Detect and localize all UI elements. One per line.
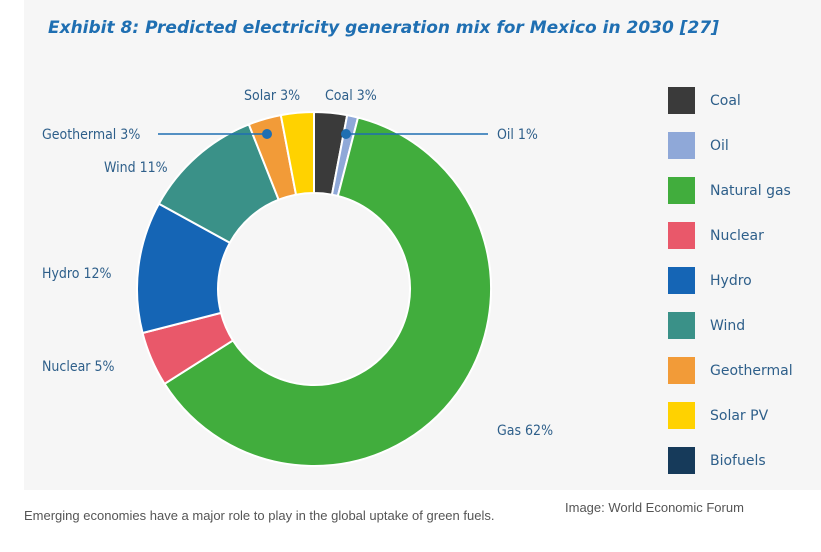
legend-label-solar-pv: Solar PV <box>710 407 769 424</box>
legend-label-wind: Wind <box>710 317 746 334</box>
chart-title: Exhibit 8: Predicted electricity generat… <box>48 18 719 38</box>
legend-swatch-biofuels <box>668 447 695 474</box>
legend-item-natural-gas: Natural gas <box>668 168 793 213</box>
slice-label-coal: Coal 3% <box>325 88 377 104</box>
legend-swatch-oil <box>668 132 695 159</box>
slice-label-solar-pv: Solar 3% <box>244 88 300 104</box>
legend-item-geothermal: Geothermal <box>668 348 793 393</box>
legend-item-solar-pv: Solar PV <box>668 393 793 438</box>
legend-item-oil: Oil <box>668 123 793 168</box>
image-caption: Emerging economies have a major role to … <box>24 508 495 523</box>
legend-swatch-natural-gas <box>668 177 695 204</box>
slice-label-geothermal: Geothermal 3% <box>42 127 140 143</box>
legend-swatch-wind <box>668 312 695 339</box>
legend-swatch-nuclear <box>668 222 695 249</box>
legend-swatch-geothermal <box>668 357 695 384</box>
legend-item-wind: Wind <box>668 303 793 348</box>
legend-item-hydro: Hydro <box>668 258 793 303</box>
legend-label-geothermal: Geothermal <box>710 362 793 379</box>
legend-label-biofuels: Biofuels <box>710 452 766 469</box>
legend-swatch-coal <box>668 87 695 114</box>
legend-swatch-hydro <box>668 267 695 294</box>
slice-label-oil: Oil 1% <box>497 127 538 143</box>
legend-label-hydro: Hydro <box>710 272 752 289</box>
legend-item-biofuels: Biofuels <box>668 438 793 483</box>
legend-label-coal: Coal <box>710 92 741 109</box>
legend-label-natural-gas: Natural gas <box>710 182 791 199</box>
leader-dot-oil <box>341 129 351 139</box>
legend-label-oil: Oil <box>710 137 729 154</box>
slice-label-wind: Wind 11% <box>104 160 168 176</box>
image-credit: Image: World Economic Forum <box>565 500 744 515</box>
leader-dot-geothermal <box>262 129 272 139</box>
slice-natural-gas <box>163 116 492 467</box>
chart-legend: Coal Oil Natural gas Nuclear Hydro Wind Geothe… <box>668 78 793 483</box>
slice-label-nuclear: Nuclear 5% <box>42 359 114 375</box>
legend-item-nuclear: Nuclear <box>668 213 793 258</box>
legend-label-nuclear: Nuclear <box>710 227 764 244</box>
slice-solar-pv <box>279 110 315 196</box>
slice-label-natural-gas: Gas 62% <box>497 423 553 439</box>
legend-item-coal: Coal <box>668 78 793 123</box>
slice-label-hydro: Hydro 12% <box>42 266 112 282</box>
legend-swatch-solar-pv <box>668 402 695 429</box>
